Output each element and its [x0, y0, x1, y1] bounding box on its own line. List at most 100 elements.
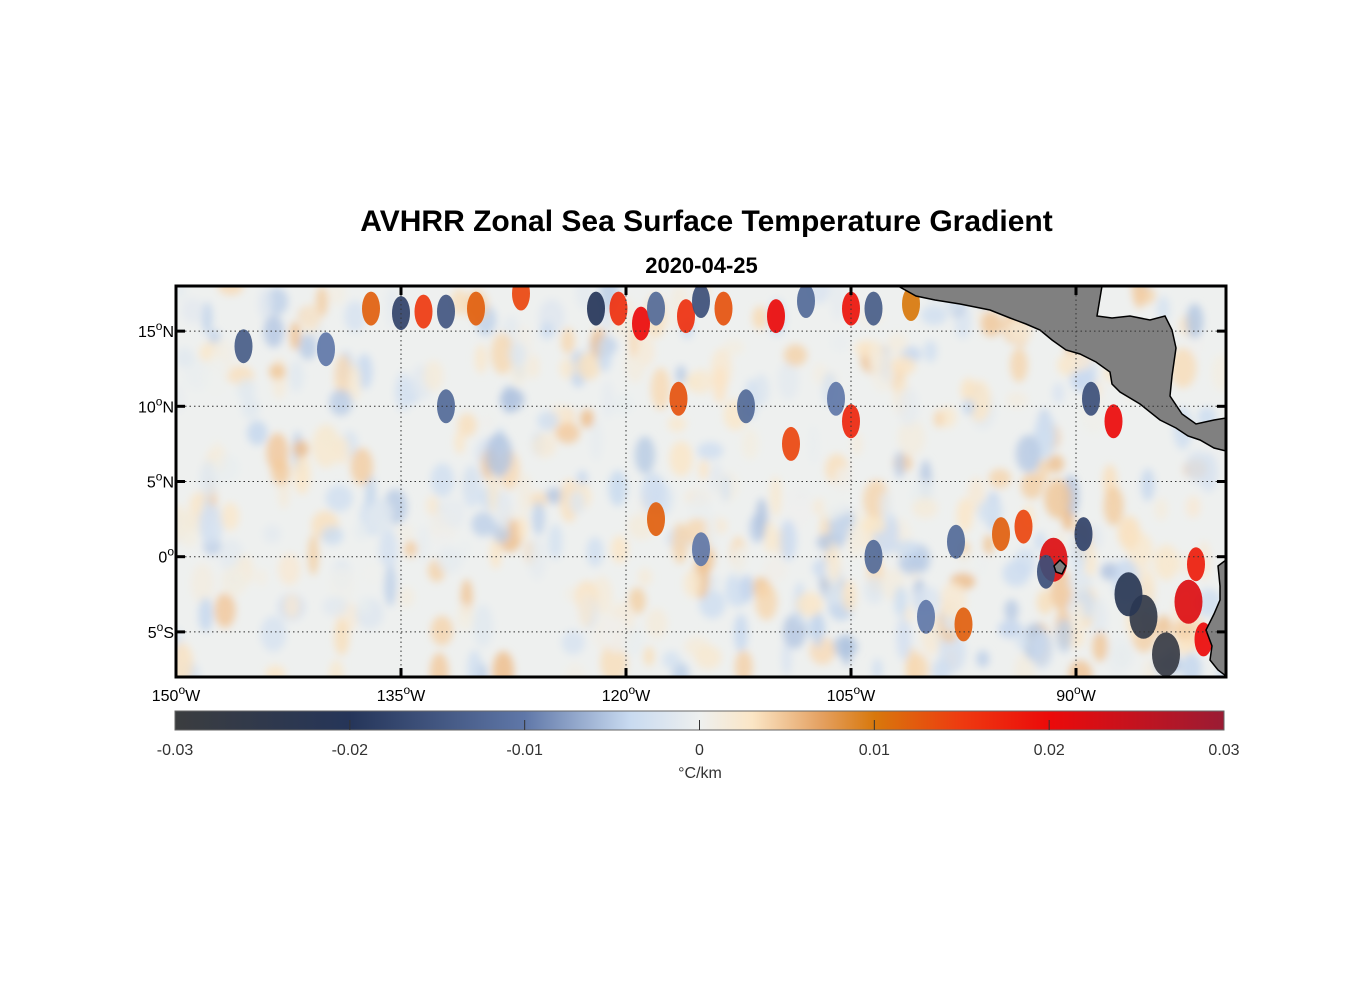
field-texture-blob	[384, 565, 397, 607]
lon-tick-label: 105oW	[827, 683, 876, 705]
field-texture-blob	[1030, 630, 1053, 669]
field-texture-blob	[781, 639, 792, 677]
field-texture-blob	[812, 498, 826, 516]
field-texture-blob	[398, 586, 415, 608]
field-texture-blob	[199, 504, 224, 546]
field-texture-blob	[537, 411, 559, 431]
field-texture-blob	[662, 651, 681, 669]
field-texture-blob	[426, 495, 439, 516]
field-texture-blob	[1171, 620, 1197, 640]
field-texture-blob	[456, 603, 475, 631]
gradient-feature	[362, 291, 380, 326]
field-texture-blob	[569, 490, 586, 515]
field-texture-blob	[282, 593, 301, 619]
field-texture-blob	[299, 304, 321, 335]
field-texture-blob	[1062, 510, 1074, 531]
map-date: 2020-04-25	[645, 253, 758, 278]
field-texture-blob	[667, 415, 687, 433]
field-texture-blob	[628, 587, 646, 615]
field-texture-blob	[683, 569, 702, 598]
field-texture-blob	[842, 580, 857, 612]
field-texture-blob	[329, 389, 353, 416]
lon-tick-label: 135oW	[377, 683, 426, 705]
field-texture-blob	[527, 536, 547, 581]
colorbar-tick-label: -0.02	[332, 742, 369, 759]
field-texture-blob	[485, 432, 513, 477]
field-texture-blob	[247, 420, 268, 446]
field-texture-blob	[218, 286, 244, 296]
field-texture-blob	[191, 563, 214, 605]
field-texture-blob	[379, 528, 398, 572]
field-texture-blob	[841, 633, 853, 666]
gradient-feature	[692, 532, 710, 567]
field-texture-blob	[637, 567, 653, 587]
south-america-coast	[1205, 559, 1226, 677]
field-texture-blob	[1090, 597, 1108, 642]
field-texture-blob	[684, 373, 700, 391]
field-texture-blob	[430, 652, 449, 677]
field-texture-blob	[214, 592, 236, 628]
field-texture-blob	[258, 287, 272, 320]
field-texture-blob	[479, 411, 495, 430]
field-texture-blob	[201, 301, 213, 335]
gradient-feature	[234, 329, 253, 364]
field-texture-blob	[734, 650, 753, 677]
gradient-feature	[632, 306, 650, 341]
field-texture-blob	[894, 540, 920, 558]
field-texture-blob	[348, 364, 362, 402]
field-texture-blob	[897, 387, 919, 427]
lon-tick-label: 90oW	[1056, 683, 1096, 705]
field-texture-blob	[361, 561, 390, 585]
field-texture-blob	[531, 433, 557, 458]
gradient-feature	[917, 599, 935, 634]
field-texture-blob	[1211, 354, 1226, 392]
field-texture-blob	[293, 453, 311, 495]
field-texture-blob	[1131, 286, 1147, 309]
field-texture-blob	[516, 515, 529, 541]
gradient-feature	[767, 299, 785, 334]
field-texture-blob	[472, 604, 494, 648]
field-texture-blob	[178, 510, 200, 548]
field-texture-blob	[327, 286, 346, 306]
field-texture-blob	[646, 608, 668, 639]
field-texture-blob	[931, 659, 951, 677]
field-texture-blob	[308, 534, 319, 576]
field-texture-blob	[442, 498, 466, 529]
field-texture-blob	[608, 470, 628, 507]
field-texture-blob	[1112, 644, 1134, 668]
field-texture-blob	[198, 597, 213, 632]
field-texture-blob	[812, 608, 824, 649]
field-texture-blob	[181, 298, 204, 323]
field-texture-blob	[769, 475, 782, 517]
field-texture-blob	[688, 490, 711, 520]
field-texture-blob	[752, 306, 768, 330]
gradient-feature	[827, 381, 845, 416]
gradient-feature	[797, 286, 815, 318]
field-texture-blob	[212, 440, 223, 468]
gradient-feature	[587, 291, 605, 326]
field-texture-blob	[830, 286, 845, 322]
field-texture-blob	[1118, 515, 1141, 551]
colorbar-unit-label: °C/km	[678, 765, 722, 782]
field-texture-blob	[783, 344, 808, 367]
field-texture-blob	[732, 545, 748, 580]
gradient-feature	[1104, 404, 1123, 439]
field-texture-blob	[312, 424, 340, 469]
field-texture-blob	[983, 534, 995, 555]
gradient-feature	[1037, 554, 1055, 589]
field-texture-blob	[329, 659, 344, 677]
field-texture-blob	[1068, 660, 1093, 677]
field-texture-blob	[325, 484, 353, 512]
field-texture-blob	[921, 305, 948, 326]
field-texture-blob	[278, 553, 301, 586]
field-texture-blob	[1006, 391, 1028, 409]
gradient-feature	[1014, 509, 1033, 544]
field-texture-blob	[430, 615, 453, 646]
gradient-feature	[1114, 572, 1143, 617]
field-texture-blob	[263, 315, 284, 348]
field-texture-blob	[565, 662, 585, 677]
field-texture-blob	[315, 286, 328, 317]
field-texture-blob	[221, 502, 240, 531]
gradient-feature	[609, 291, 628, 326]
field-texture-blob	[998, 620, 1023, 639]
